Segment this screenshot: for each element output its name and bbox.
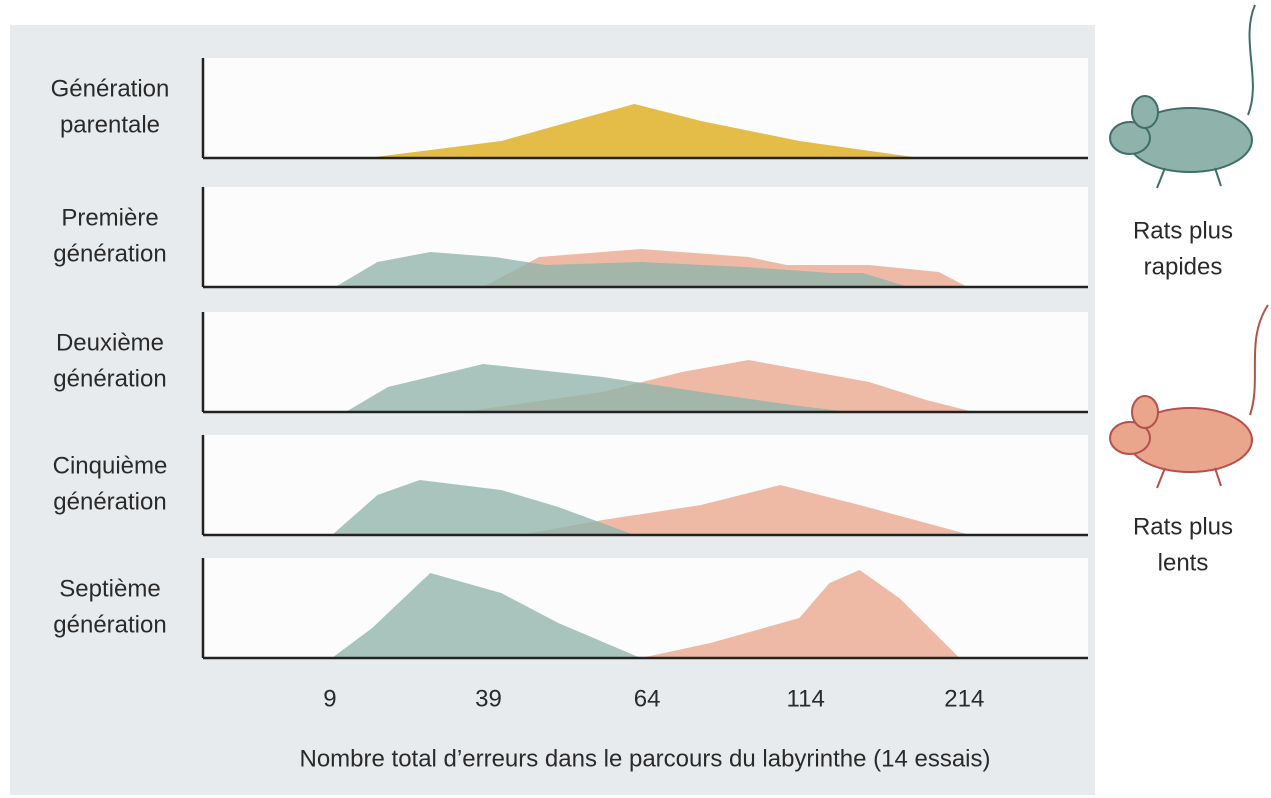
panel-label: Deuxième — [56, 329, 164, 356]
panel-label: parentale — [60, 111, 160, 138]
panel-label: Septième — [59, 575, 160, 602]
panel-background — [203, 558, 1088, 658]
panel-label: Cinquième — [53, 452, 168, 479]
x-tick-label: 39 — [475, 685, 502, 712]
panel-label: génération — [53, 365, 166, 392]
x-axis-label: Nombre total d’erreurs dans le parcours … — [300, 745, 991, 772]
x-tick-label: 214 — [944, 685, 984, 712]
x-tick-label: 64 — [634, 685, 661, 712]
legend-label: Rats plus — [1133, 513, 1233, 540]
legend-label: rapides — [1144, 253, 1223, 280]
panel-label: génération — [53, 488, 166, 515]
legend-label: lents — [1158, 549, 1209, 576]
panel-label: génération — [53, 611, 166, 638]
x-tick-label: 114 — [787, 685, 825, 712]
panel-label: génération — [53, 240, 166, 267]
legend-label: Rats plus — [1133, 217, 1233, 244]
panel-label: Génération — [51, 75, 170, 102]
panel-label: Première — [61, 204, 158, 231]
rat-icon-fast — [1110, 5, 1255, 188]
chart: Nombre total d’erreurs dans le parcours … — [0, 0, 1271, 798]
x-tick-label: 9 — [323, 685, 336, 712]
rat-icon-slow — [1110, 305, 1268, 488]
